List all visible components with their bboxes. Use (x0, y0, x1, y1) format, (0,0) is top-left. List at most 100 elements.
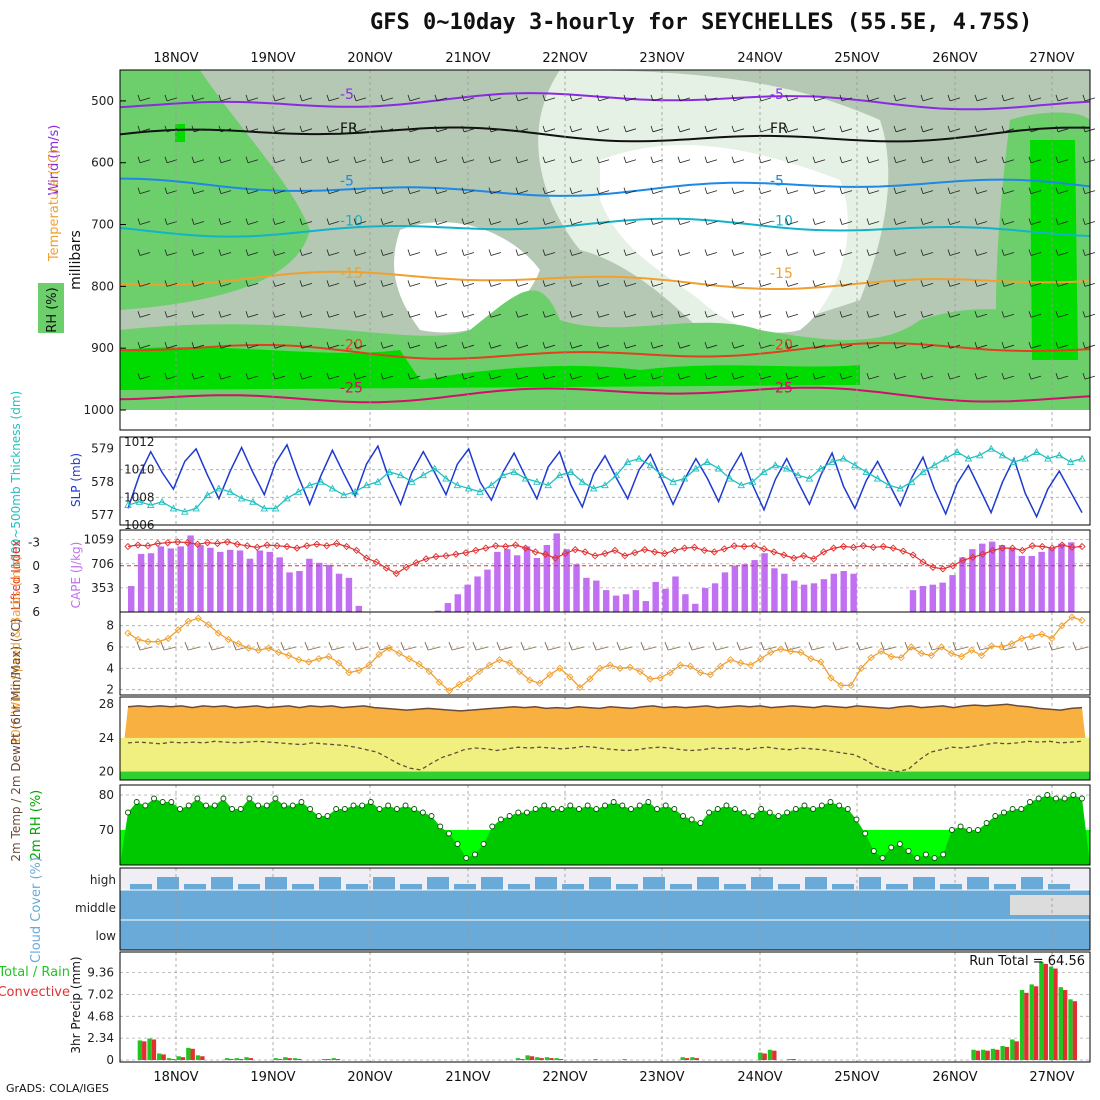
wind-barb (515, 249, 529, 256)
wind-barb (542, 156, 556, 164)
rh-marker (584, 802, 591, 809)
lifted-index-marker (988, 546, 997, 555)
wind-barb (218, 187, 232, 195)
wind-barb (542, 249, 556, 256)
wind-speed-marker (676, 661, 684, 669)
wind-speed-marker (1048, 634, 1056, 643)
wind-barb (839, 218, 853, 225)
lifted-index-marker (641, 545, 649, 554)
wind-barb (326, 156, 340, 164)
lifted-index-marker (541, 550, 550, 558)
rh-marker (385, 802, 392, 809)
cloud-high-bar (967, 877, 989, 890)
wind-speed-marker (646, 675, 654, 683)
thickness-marker (760, 467, 768, 475)
wind-barb (974, 342, 988, 349)
wind-speed-marker (736, 659, 745, 667)
wind-barb (164, 94, 178, 102)
wind-barb (164, 156, 178, 164)
surface-wind-barb (832, 641, 849, 651)
slp-tick: 1008 (124, 490, 155, 504)
cloud-high-bar (751, 877, 773, 890)
lifted-index-marker (124, 542, 132, 551)
li-tick: 0 (32, 559, 40, 573)
precip-convective-bar (277, 1059, 283, 1060)
wind-barb (515, 280, 529, 287)
wind-speed-marker (957, 652, 966, 661)
rh-marker (844, 806, 851, 812)
isotherm-label: -10 (770, 214, 793, 230)
wind-barb (758, 342, 772, 349)
wind-barb (677, 311, 691, 318)
cape-bar (128, 586, 135, 612)
wind-tick: 2 (106, 683, 114, 697)
thickness-marker (362, 481, 371, 489)
cloud-high-bar (373, 877, 395, 890)
wind-barb (299, 249, 313, 256)
rh-marker (948, 827, 955, 833)
cape-bar (573, 564, 580, 612)
wind-speed-marker (706, 671, 715, 679)
wind-barb (731, 94, 745, 102)
wind-speed-marker (656, 674, 664, 682)
thickness-marker (1032, 448, 1041, 455)
wind-barb (434, 218, 448, 225)
surface-wind-barb (1072, 641, 1089, 651)
rh-marker (203, 802, 210, 809)
cape-bar (553, 533, 560, 612)
wind-barb (704, 125, 718, 133)
cloud-high-bar (346, 884, 368, 890)
thickness-marker (623, 457, 632, 465)
wind-barb (137, 218, 151, 225)
wind-barb (704, 342, 718, 349)
cape-bar (791, 580, 798, 612)
rh-tick: 70 (99, 823, 114, 837)
wind-barb (650, 280, 664, 287)
rh-marker (801, 802, 808, 809)
wind-barb (1028, 187, 1042, 195)
precip-convective-bar (248, 1058, 254, 1060)
temp-base-fill (120, 771, 1090, 780)
cape-bar (949, 575, 956, 612)
slp-axis-label: SLP (mb) (69, 453, 83, 507)
thickness-marker (578, 477, 587, 485)
rh-marker (168, 799, 175, 805)
precip-tick: 2.34 (87, 1031, 114, 1045)
rh-marker (792, 806, 799, 812)
lifted-index-marker (531, 548, 540, 556)
thickness-marker (658, 471, 666, 479)
cloud-level-label: low (96, 929, 117, 943)
wind-barb (515, 156, 529, 164)
wind-barb (866, 218, 880, 225)
rh-marker (1079, 795, 1085, 802)
wind-barb (1028, 218, 1042, 225)
thickness-marker (839, 454, 848, 462)
precip-total-bar (690, 1057, 695, 1060)
cape-bar (177, 546, 184, 612)
wind-speed-marker (777, 645, 785, 653)
wind-barb (893, 94, 907, 102)
rh-marker (610, 799, 617, 805)
wind-barb (569, 311, 583, 318)
cloud-high-bar (805, 877, 827, 890)
date-label-bottom: 25NOV (834, 1070, 879, 1085)
wind-barb (1055, 372, 1069, 380)
lifted-index-marker (621, 552, 629, 560)
thickness-marker (283, 494, 291, 502)
rh-marker (576, 806, 582, 812)
wind-barb (1055, 94, 1069, 102)
wind-barb (569, 187, 583, 195)
date-label-bottom: 19NOV (250, 1070, 295, 1085)
precip-convective-bar (151, 1039, 157, 1060)
cape-bar (1058, 543, 1065, 612)
wind-speed-marker (495, 656, 504, 664)
wind-speed-marker (505, 659, 514, 667)
wind-barb (623, 372, 637, 380)
wind-speed-marker (214, 629, 223, 637)
wind-barb (299, 187, 313, 195)
wind-barb (731, 125, 745, 133)
run-total: Run Total = 64.56 (969, 954, 1085, 969)
pressure-tick: 500 (91, 94, 114, 108)
wind-barb (1028, 94, 1042, 102)
cape-bar (622, 594, 630, 612)
